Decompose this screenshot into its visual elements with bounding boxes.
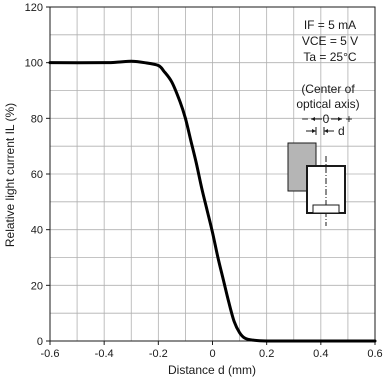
x-tick-label: 0.2 bbox=[259, 348, 274, 360]
y-tick-label: 120 bbox=[25, 2, 43, 14]
y-tick-label: 0 bbox=[37, 336, 43, 348]
x-tick-label: -0.4 bbox=[95, 348, 114, 360]
y-tick-label: 60 bbox=[31, 169, 43, 181]
d-label: d bbox=[338, 124, 345, 138]
x-tick-label: 0.4 bbox=[313, 348, 328, 360]
axis-direction-arrows: − 0 + bbox=[301, 112, 352, 126]
y-tick-label: 80 bbox=[31, 113, 43, 125]
sensor-illustration bbox=[288, 143, 345, 226]
arrow-minus-label: − bbox=[301, 112, 308, 126]
sensor-aperture bbox=[313, 205, 339, 213]
x-axis-title: Distance d (mm) bbox=[168, 363, 256, 377]
condition-ta: Ta = 25°C bbox=[303, 50, 356, 64]
y-tick-label: 40 bbox=[31, 225, 43, 237]
arrow-plus-label: + bbox=[345, 112, 352, 126]
y-tick-label: 20 bbox=[31, 280, 43, 292]
x-tick-label: 0.6 bbox=[367, 348, 382, 360]
x-tick-label: -0.6 bbox=[41, 348, 60, 360]
d-dimension: d bbox=[306, 124, 345, 138]
condition-vce: VCE = 5 V bbox=[302, 34, 358, 48]
x-tick-labels: -0.6 -0.4 -0.2 0 0.2 0.4 0.6 bbox=[41, 341, 383, 360]
annotation-line1: (Center of bbox=[301, 82, 355, 96]
arrow-zero-label: 0 bbox=[323, 112, 330, 126]
x-tick-label: -0.2 bbox=[149, 348, 168, 360]
x-tick-label: 0 bbox=[209, 348, 215, 360]
condition-if: IF = 5 mA bbox=[304, 18, 356, 32]
y-tick-label: 100 bbox=[25, 58, 43, 70]
annotation-line2: optical axis) bbox=[296, 97, 359, 111]
y-tick-labels: 0 20 40 60 80 100 120 bbox=[25, 2, 50, 348]
y-axis-title: Relative light current IL (%) bbox=[3, 103, 17, 247]
